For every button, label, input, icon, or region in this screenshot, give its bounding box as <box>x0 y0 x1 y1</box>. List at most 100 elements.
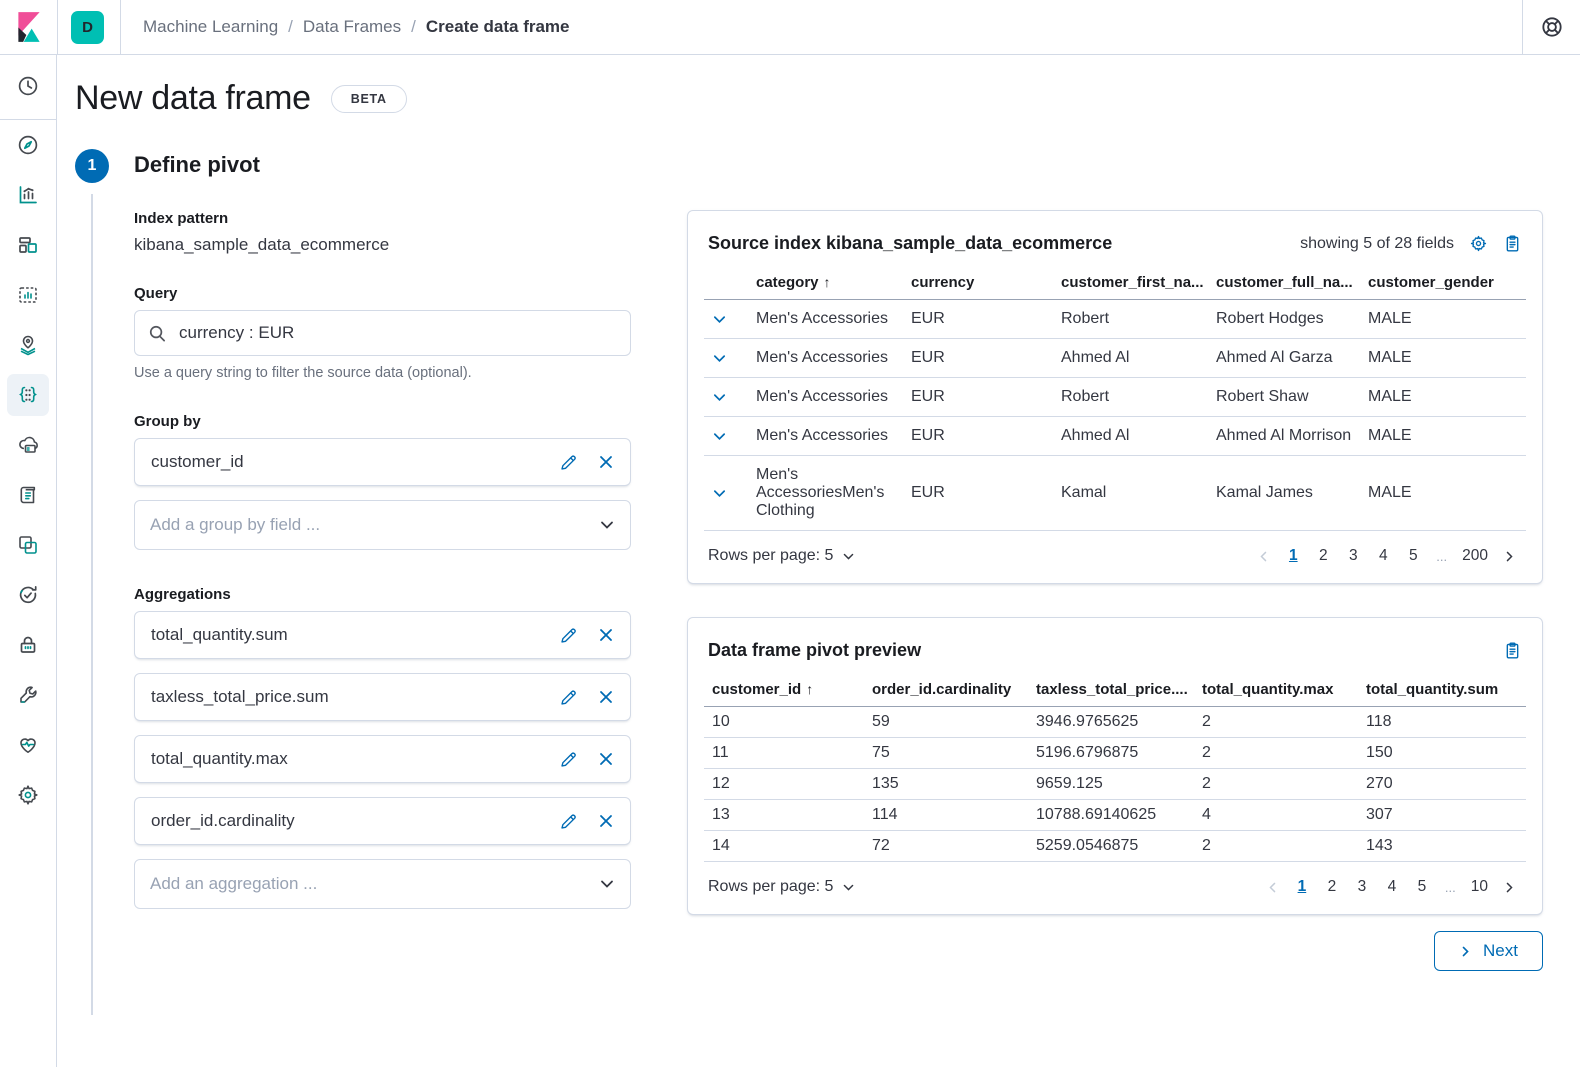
help-menu-button[interactable] <box>1523 14 1580 40</box>
sidebar-item-canvas[interactable] <box>0 270 56 320</box>
pagination-ellipsis: ... <box>1436 548 1448 564</box>
sidebar-item-dev-tools[interactable] <box>0 670 56 720</box>
remove-aggregation-button[interactable] <box>598 751 614 767</box>
previous-page-button[interactable] <box>1251 550 1276 563</box>
page-button[interactable]: 1 <box>1288 547 1298 564</box>
sidebar-item-uptime[interactable] <box>0 570 56 620</box>
add-group-by-select[interactable]: Add a group by field ... <box>134 500 631 550</box>
column-header-currency[interactable]: currency <box>903 266 1053 300</box>
remove-aggregation-button[interactable] <box>598 813 614 829</box>
pencil-icon <box>561 814 576 829</box>
column-header-customer-gender[interactable]: customer_gender <box>1360 266 1526 300</box>
column-header-customer-first-name[interactable]: customer_first_na... <box>1053 266 1208 300</box>
cell-order-id-cardinality: 75 <box>864 737 1028 769</box>
step-connector-line <box>91 194 93 1015</box>
cell-taxless-total-price: 10788.69140625 <box>1028 799 1194 831</box>
edit-aggregation-button[interactable] <box>559 750 578 769</box>
edit-aggregation-button[interactable] <box>559 812 578 831</box>
remove-aggregation-button[interactable] <box>598 689 614 705</box>
sidebar-item-dashboard[interactable] <box>0 220 56 270</box>
sidebar-item-apm[interactable] <box>0 520 56 570</box>
aggregation-item: taxless_total_price.sum <box>134 673 631 721</box>
compass-icon <box>18 135 38 155</box>
rows-per-page-selector[interactable]: Rows per page: 5 <box>708 878 855 896</box>
next-button[interactable]: Next <box>1434 931 1543 971</box>
page-button[interactable]: 4 <box>1378 547 1388 564</box>
aggregation-item-label: total_quantity.max <box>151 749 288 768</box>
page-button[interactable]: 1 <box>1297 878 1307 895</box>
chevron-down-icon <box>713 315 726 323</box>
cell-full-name: Kamal James <box>1208 455 1360 531</box>
page-button[interactable]: 10 <box>1470 878 1488 895</box>
sidebar-item-management[interactable] <box>0 770 56 820</box>
header-divider <box>57 0 58 55</box>
sidebar-item-recently-viewed[interactable] <box>0 61 56 111</box>
add-aggregation-select[interactable]: Add an aggregation ... <box>134 859 631 909</box>
edit-aggregation-button[interactable] <box>559 688 578 707</box>
column-header-order-id-cardinality[interactable]: order_id.cardinality <box>864 673 1028 707</box>
expand-row-button[interactable] <box>712 351 740 366</box>
space-selector-badge[interactable]: D <box>71 10 104 44</box>
expand-row-button[interactable] <box>712 312 740 327</box>
sidebar-item-visualize[interactable] <box>0 170 56 220</box>
column-header-total-quantity-max[interactable]: total_quantity.max <box>1194 673 1358 707</box>
query-input[interactable]: currency : EUR <box>134 310 631 356</box>
cell-taxless-total-price: 9659.125 <box>1028 768 1194 800</box>
group-by-label: Group by <box>134 413 201 430</box>
cell-customer-id: 14 <box>704 830 864 862</box>
apm-icon <box>19 536 37 554</box>
column-header-category[interactable]: category ↑ <box>748 266 903 300</box>
cell-total-quantity-max: 2 <box>1194 768 1358 800</box>
sidebar-item-siem[interactable] <box>0 620 56 670</box>
page-button[interactable]: 3 <box>1348 547 1358 564</box>
breadcrumb-data-frames[interactable]: Data Frames <box>302 17 402 36</box>
column-header-customer-full-name[interactable]: customer_full_na... <box>1208 266 1360 300</box>
remove-group-by-button[interactable] <box>598 454 614 470</box>
cell-first-name: Robert <box>1053 299 1208 339</box>
uptime-icon <box>19 586 37 604</box>
columns-settings-button[interactable] <box>1469 234 1488 253</box>
sidebar-item-infrastructure[interactable] <box>0 420 56 470</box>
edit-group-by-button[interactable] <box>559 453 578 472</box>
cell-full-name: Robert Shaw <box>1208 377 1360 417</box>
page-button[interactable]: 5 <box>1408 547 1418 564</box>
previous-page-button[interactable] <box>1260 881 1285 894</box>
wrench-icon <box>20 686 37 703</box>
query-help-text: Use a query string to filter the source … <box>134 365 472 381</box>
page-button[interactable]: 5 <box>1417 878 1427 895</box>
cell-order-id-cardinality: 72 <box>864 830 1028 862</box>
copy-to-clipboard-button[interactable] <box>1503 641 1522 660</box>
column-header-taxless-total-price[interactable]: taxless_total_price.... <box>1028 673 1194 707</box>
next-page-button[interactable] <box>1497 550 1522 563</box>
sidebar-item-stack-monitoring[interactable] <box>0 720 56 770</box>
remove-aggregation-button[interactable] <box>598 627 614 643</box>
page-button[interactable]: 2 <box>1327 878 1337 895</box>
sidebar-item-maps[interactable] <box>0 320 56 370</box>
page-button[interactable]: 2 <box>1318 547 1328 564</box>
query-label: Query <box>134 285 178 302</box>
sidebar-item-logs[interactable] <box>0 470 56 520</box>
breadcrumb-machine-learning[interactable]: Machine Learning <box>143 17 279 36</box>
close-icon <box>600 753 612 765</box>
pencil-icon <box>561 690 576 705</box>
sidebar-item-discover[interactable] <box>0 120 56 170</box>
chevron-down-icon <box>713 432 726 440</box>
column-header-total-quantity-sum[interactable]: total_quantity.sum <box>1358 673 1526 707</box>
sidebar-item-machine-learning[interactable] <box>0 370 56 420</box>
bar-chart-icon <box>19 186 37 204</box>
expand-row-button[interactable] <box>712 429 740 444</box>
page-button[interactable]: 3 <box>1357 878 1367 895</box>
cell-category: Men's Accessories <box>748 377 903 417</box>
page-button[interactable]: 4 <box>1387 878 1397 895</box>
column-header-customer-id[interactable]: customer_id ↑ <box>704 673 864 707</box>
cell-order-id-cardinality: 114 <box>864 799 1028 831</box>
expand-row-button[interactable] <box>712 486 740 501</box>
rows-per-page-selector[interactable]: Rows per page: 5 <box>708 547 855 565</box>
expand-row-button[interactable] <box>712 390 740 405</box>
kibana-logo[interactable] <box>0 0 57 55</box>
next-page-button[interactable] <box>1497 881 1522 894</box>
cell-gender: MALE <box>1360 338 1526 378</box>
page-button[interactable]: 200 <box>1462 547 1488 564</box>
copy-to-clipboard-button[interactable] <box>1503 234 1522 253</box>
edit-aggregation-button[interactable] <box>559 626 578 645</box>
